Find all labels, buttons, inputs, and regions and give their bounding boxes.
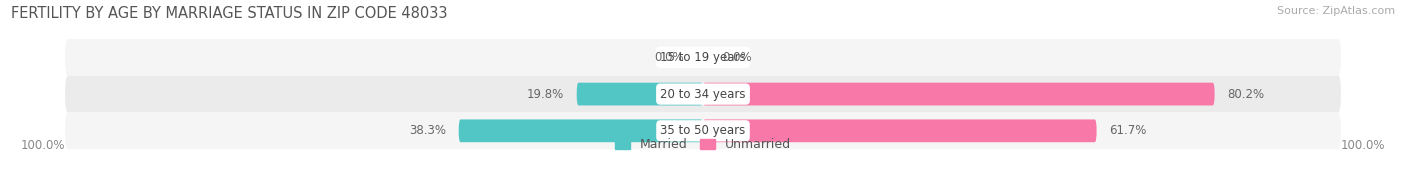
Text: 0.0%: 0.0%: [723, 51, 752, 64]
Text: 0.0%: 0.0%: [654, 51, 683, 64]
Legend: Married, Unmarried: Married, Unmarried: [610, 133, 796, 156]
Text: 100.0%: 100.0%: [21, 139, 65, 152]
FancyBboxPatch shape: [703, 83, 1215, 105]
Text: 15 to 19 years: 15 to 19 years: [661, 51, 745, 64]
Text: 35 to 50 years: 35 to 50 years: [661, 124, 745, 137]
Text: 80.2%: 80.2%: [1227, 88, 1264, 101]
FancyBboxPatch shape: [65, 76, 1341, 113]
Text: 19.8%: 19.8%: [527, 88, 564, 101]
FancyBboxPatch shape: [65, 39, 1341, 76]
Text: 20 to 34 years: 20 to 34 years: [661, 88, 745, 101]
Text: 61.7%: 61.7%: [1109, 124, 1147, 137]
FancyBboxPatch shape: [458, 119, 703, 142]
FancyBboxPatch shape: [703, 119, 1097, 142]
FancyBboxPatch shape: [576, 83, 703, 105]
Text: 100.0%: 100.0%: [1341, 139, 1385, 152]
FancyBboxPatch shape: [65, 113, 1341, 149]
Text: FERTILITY BY AGE BY MARRIAGE STATUS IN ZIP CODE 48033: FERTILITY BY AGE BY MARRIAGE STATUS IN Z…: [11, 6, 447, 21]
Text: 38.3%: 38.3%: [409, 124, 446, 137]
Text: Source: ZipAtlas.com: Source: ZipAtlas.com: [1277, 6, 1395, 16]
